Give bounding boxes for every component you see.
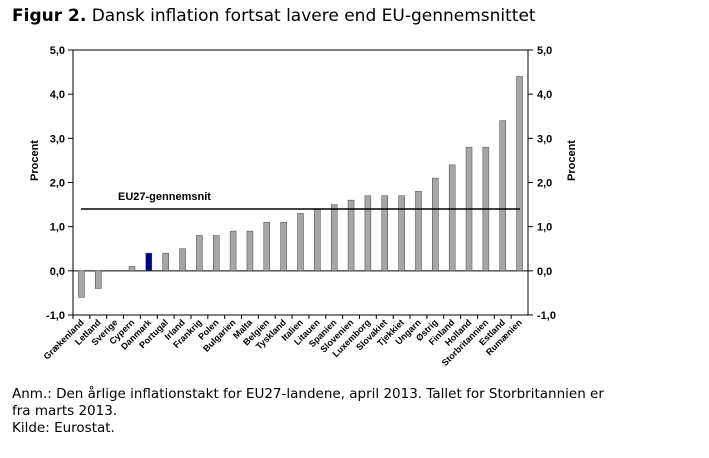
source-line: Kilde: Eurostat.: [12, 420, 115, 436]
y-axis-title-left: Procent: [29, 140, 41, 181]
bar: [347, 199, 355, 272]
bar: [516, 76, 523, 272]
footnote-line-1: Anm.: Den årlige inflationstakt for EU27…: [12, 386, 604, 402]
bar-chart: -1,0 -1,0 0,0 0,0 1,0 1,0 2,0 2,0 3,0 3,0 4,0 4,0 5,…: [29, 45, 578, 368]
y-tick-label-right: 2,0: [537, 178, 552, 190]
footnote: Anm.: Den årlige inflationstakt for EU27…: [12, 386, 692, 437]
bar: [381, 195, 389, 272]
y-tick-label-right: 4,0: [537, 89, 552, 101]
bar: [314, 208, 321, 272]
bar: [229, 230, 237, 272]
y-tick-label-right: 1,0: [537, 222, 552, 234]
bar: [432, 177, 439, 272]
plot-area: [72, 49, 529, 316]
bar: [179, 248, 186, 272]
y-tick-label-left: 3,0: [50, 133, 65, 145]
y-tick-label-left: 5,0: [50, 45, 65, 57]
y-tick-label-left: -1,0: [46, 310, 65, 322]
bar: [263, 222, 271, 272]
bar: [212, 235, 220, 272]
figure-title-text: Dansk inflation fortsat lavere end EU-ge…: [91, 6, 536, 26]
y-tick-label-left: 2,0: [50, 178, 65, 190]
bar: [246, 230, 254, 272]
bar: [128, 266, 136, 272]
y-tick-label-right: -1,0: [537, 310, 556, 322]
y-tick-label-right: 3,0: [537, 133, 552, 145]
bar: [364, 195, 372, 272]
bar: [297, 213, 304, 272]
eu-average-label: EU27-gennemsnit: [118, 191, 211, 203]
y-tick-label-left: 0,0: [50, 266, 65, 278]
bar: [499, 120, 506, 272]
y-tick-label-right: 5,0: [537, 45, 552, 57]
bar: [162, 252, 169, 272]
footnote-line-2: fra marts 2013.: [12, 403, 118, 419]
figure-label: Figur 2.: [12, 6, 87, 26]
bar: [415, 191, 422, 272]
y-tick-label-left: 1,0: [50, 222, 65, 234]
bar: [95, 270, 102, 289]
bar: [196, 235, 203, 272]
figure-title: Figur 2. Dansk inflation fortsat lavere …: [12, 6, 536, 26]
y-axis-title-right: Procent: [566, 140, 578, 181]
bar: [448, 164, 456, 272]
bar: [78, 270, 85, 298]
y-tick-label-right: 0,0: [537, 266, 552, 278]
bar: [280, 222, 287, 272]
bar: [330, 204, 338, 272]
bar: [398, 195, 405, 272]
y-tick-label-left: 4,0: [50, 89, 65, 101]
bar: [145, 252, 153, 272]
